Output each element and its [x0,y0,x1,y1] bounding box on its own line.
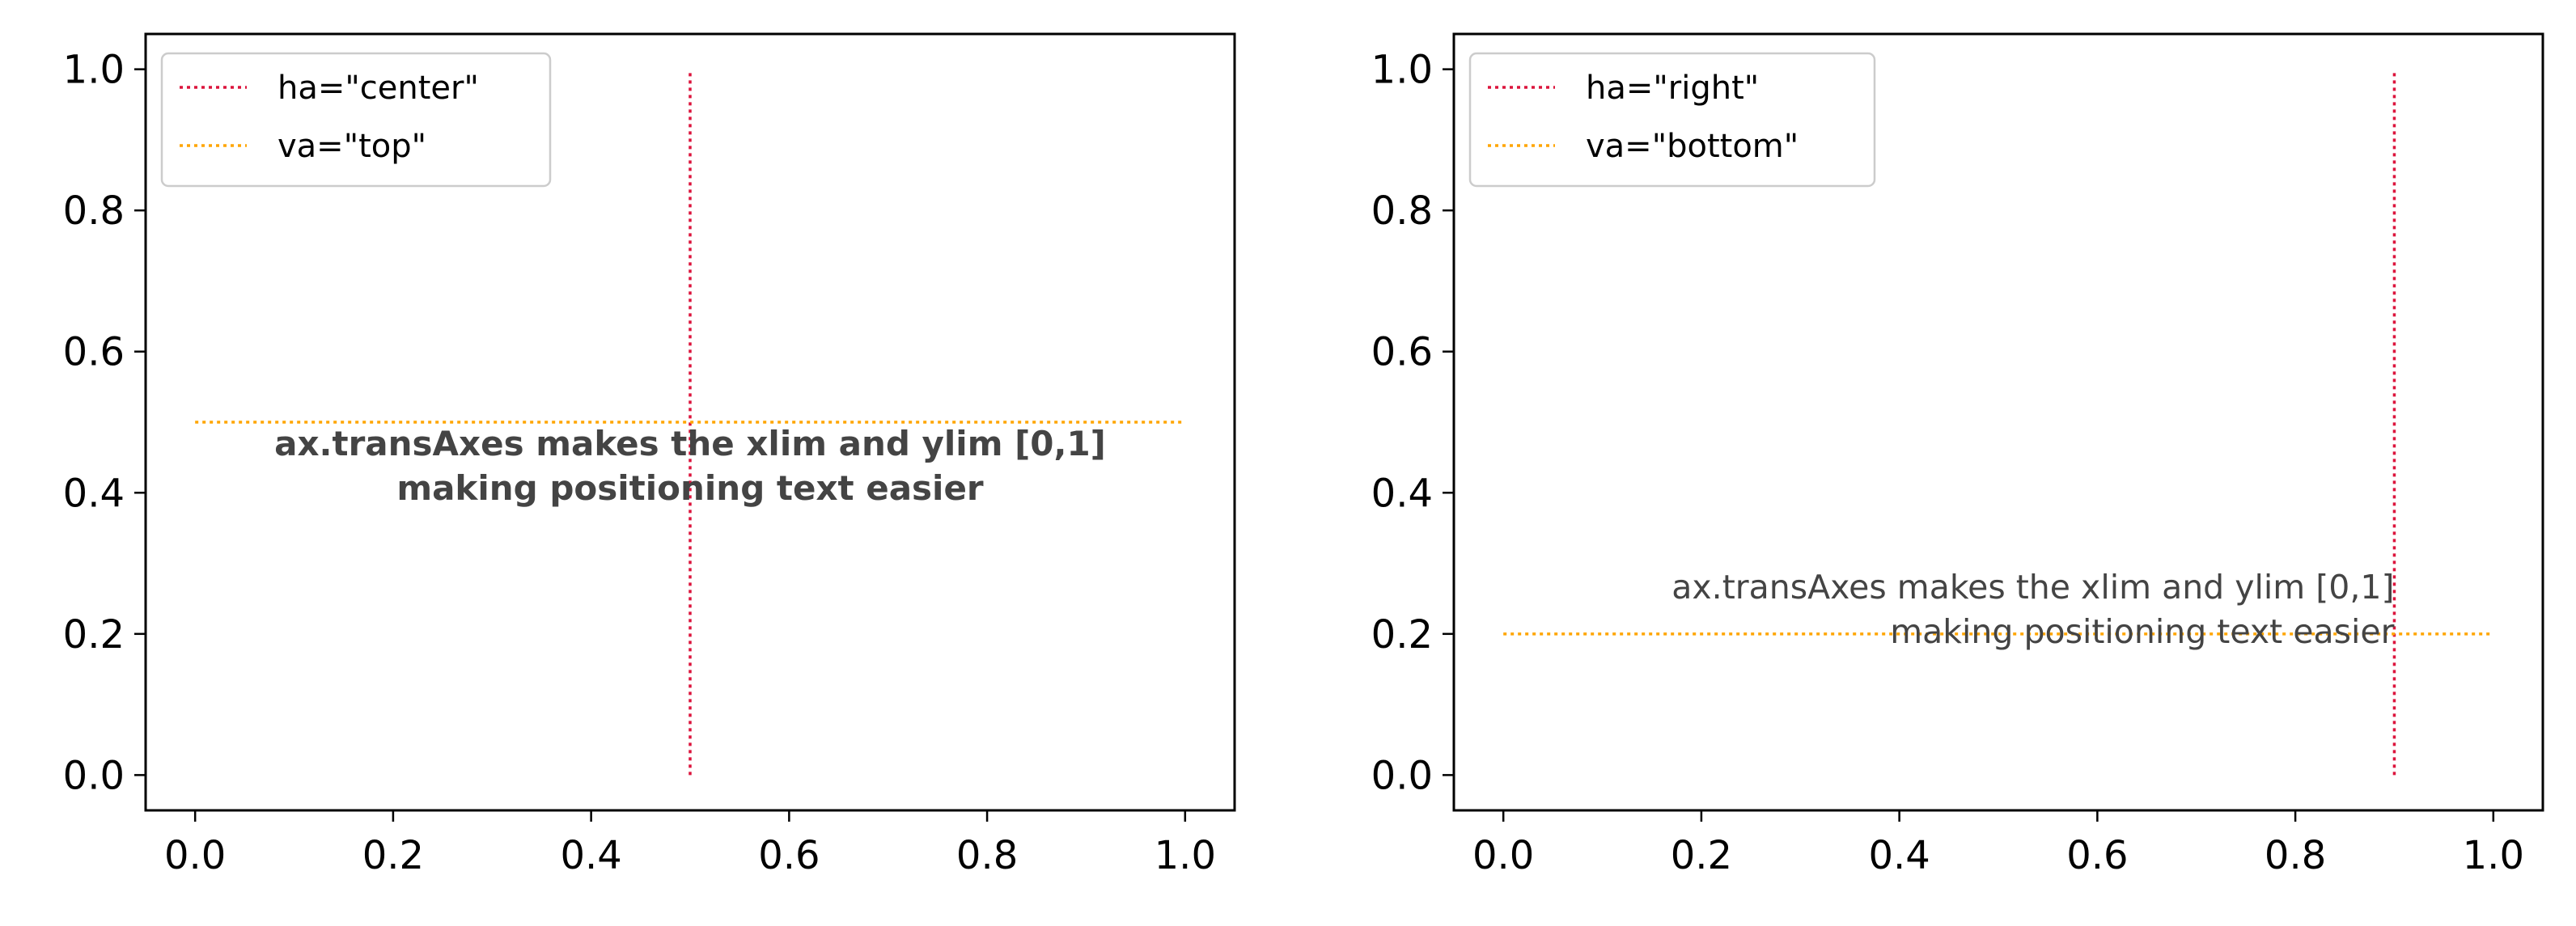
legend-label: ha="right" [1586,70,1759,107]
y-tick-label: 0.2 [1371,612,1433,658]
x-tick-label: 0.4 [560,833,621,878]
axes-frame [1452,32,2544,812]
axes-panel-1: ax.transAxes makes the xlim and ylim [0,… [63,32,1236,878]
y-tick-label: 0.6 [63,330,125,375]
y-tick-label: 0.6 [1371,330,1433,375]
x-tick-label: 0.2 [1671,833,1732,878]
annotation-text-line: making positioning text easier [1890,612,2394,651]
y-tick-label: 0.8 [63,188,125,234]
x-tick-label: 0.0 [1472,833,1534,878]
x-tick-label: 0.0 [164,833,226,878]
x-tick-label: 0.6 [758,833,820,878]
x-tick-label: 0.6 [2066,833,2128,878]
y-tick-label: 0.0 [63,753,125,798]
axes-panel-2: ax.transAxes makes the xlim and ylim [0,… [1371,32,2544,878]
x-tick-label: 0.8 [2265,833,2326,878]
y-tick-label: 0.2 [63,612,125,658]
legend-label: va="top" [278,128,426,165]
y-tick-label: 0.4 [63,471,125,516]
x-tick-label: 0.8 [956,833,1018,878]
legend-label: ha="center" [278,70,479,107]
y-tick-label: 1.0 [63,48,125,93]
annotation-text-line: ax.transAxes makes the xlim and ylim [0,… [274,424,1106,463]
legend: ha="right" va="bottom" [1468,52,1876,188]
annotation-text-line: ax.transAxes makes the xlim and ylim [0,… [1671,568,2394,607]
x-tick-label: 1.0 [1155,833,1216,878]
x-tick-label: 0.4 [1868,833,1930,878]
y-tick-label: 0.0 [1371,753,1433,798]
legend: ha="center" va="top" [160,52,552,188]
axes-frame [144,32,1236,812]
x-tick-label: 0.2 [362,833,424,878]
y-tick-label: 0.4 [1371,471,1433,516]
x-tick-label: 1.0 [2463,833,2524,878]
y-tick-label: 1.0 [1371,48,1433,93]
legend-box [1468,52,1876,188]
y-tick-label: 0.8 [1371,188,1433,234]
legend-label: va="bottom" [1586,128,1799,165]
legend-box [160,52,552,188]
annotation-text-line: making positioning text easier [396,468,984,508]
